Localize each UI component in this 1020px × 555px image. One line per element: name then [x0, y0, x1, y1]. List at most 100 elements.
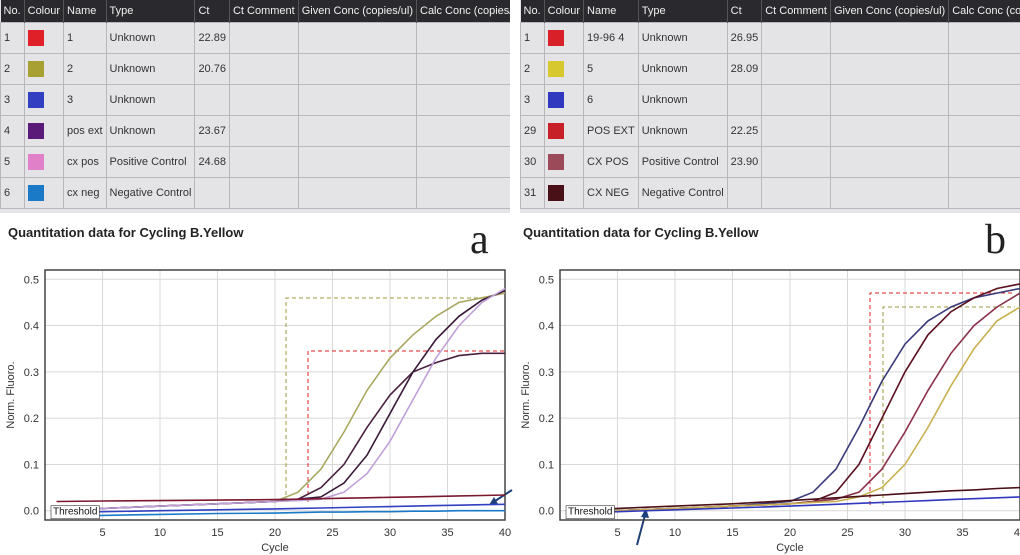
y-tick-label: 0.0 [24, 506, 39, 518]
cell-name: CX POS [584, 147, 639, 178]
column-header: Type [106, 0, 195, 23]
y-tick-label: 0.5 [24, 274, 39, 286]
x-tick-label: 25 [841, 527, 853, 539]
cell-empty [830, 116, 948, 147]
page: No.ColourNameTypeCtCt CommentGiven Conc … [0, 0, 1020, 555]
cell-name: POS EXT [584, 116, 639, 147]
cell-type: Negative Control [106, 178, 195, 209]
y-tick-label: 0.2 [539, 413, 554, 425]
cell-name: 1 [64, 23, 106, 54]
cell-type: Positive Control [638, 147, 727, 178]
cell-no: 31 [521, 178, 545, 209]
column-header: Ct Comment [762, 0, 831, 23]
column-header: Colour [24, 0, 63, 23]
cell-ct [727, 178, 762, 209]
cell-empty [417, 178, 511, 209]
x-tick-label: 10 [669, 527, 681, 539]
colour-swatch [548, 123, 564, 139]
cell-type: Unknown [638, 54, 727, 85]
column-header: Ct [195, 0, 230, 23]
cell-ct: 24.68 [195, 147, 230, 178]
colour-swatch [548, 61, 564, 77]
cell-type: Unknown [106, 54, 195, 85]
cell-name: 19-96 4 [584, 23, 639, 54]
guide-line [308, 351, 505, 502]
cell-colour [544, 23, 583, 54]
cell-type: Unknown [106, 85, 195, 116]
cell-ct: 28.09 [727, 54, 762, 85]
x-tick-label: 5 [614, 527, 620, 539]
x-tick-label: 15 [726, 527, 738, 539]
cell-ct [195, 178, 230, 209]
cell-empty [417, 147, 511, 178]
y-tick-label: 0.2 [24, 413, 39, 425]
colour-swatch [28, 30, 44, 46]
cell-ct: 23.90 [727, 147, 762, 178]
column-header: Calc Conc (copies/ul) [949, 0, 1020, 23]
cell-empty [298, 147, 416, 178]
cell-ct [195, 85, 230, 116]
cell-name: cx pos [64, 147, 106, 178]
cell-colour [24, 147, 63, 178]
cell-no: 29 [521, 116, 545, 147]
chart-title: Quantitation data for Cycling B.Yellow [8, 225, 244, 240]
y-tick-label: 0.1 [24, 459, 39, 471]
colour-swatch [28, 92, 44, 108]
colour-swatch [28, 123, 44, 139]
column-header: Given Conc (copies/ul) [298, 0, 416, 23]
row: 29POS EXTUnknown22.25 [521, 116, 1020, 147]
cell-colour [544, 54, 583, 85]
cell-empty [229, 116, 298, 147]
column-header: No. [1, 0, 25, 23]
x-tick-label: 30 [384, 527, 396, 539]
cell-colour [544, 147, 583, 178]
cell-empty [298, 85, 416, 116]
cell-empty [762, 116, 831, 147]
y-tick-label: 0.4 [24, 321, 39, 333]
y-axis-label: Norm. Fluoro. [5, 361, 17, 428]
x-tick-label: 30 [899, 527, 911, 539]
cell-type: Negative Control [638, 178, 727, 209]
cell-ct: 20.76 [195, 54, 230, 85]
cell-no: 2 [521, 54, 545, 85]
cell-name: cx neg [64, 178, 106, 209]
cell-empty [229, 178, 298, 209]
x-tick-label: 20 [784, 527, 796, 539]
cell-no: 1 [1, 23, 25, 54]
cell-type: Unknown [638, 85, 727, 116]
x-tick-label: 35 [441, 527, 453, 539]
cell-type: Unknown [106, 23, 195, 54]
x-axis-label: Cycle [776, 542, 804, 554]
y-tick-label: 0.3 [539, 367, 554, 379]
cell-colour [24, 23, 63, 54]
cell-empty [762, 147, 831, 178]
cell-empty [830, 23, 948, 54]
cell-empty [762, 54, 831, 85]
colour-swatch [548, 30, 564, 46]
cell-empty [298, 23, 416, 54]
column-header: Calc Conc (copies/ul) [417, 0, 511, 23]
x-tick-label: 40 [1014, 527, 1020, 539]
column-header: Colour [544, 0, 583, 23]
cell-ct: 26.95 [727, 23, 762, 54]
cell-name: pos ext [64, 116, 106, 147]
cell-empty [762, 23, 831, 54]
cell-colour [24, 116, 63, 147]
cell-empty [949, 178, 1020, 209]
cell-empty [417, 23, 511, 54]
cell-empty [229, 54, 298, 85]
row: 11Unknown22.89 [1, 23, 511, 54]
cell-empty [417, 85, 511, 116]
